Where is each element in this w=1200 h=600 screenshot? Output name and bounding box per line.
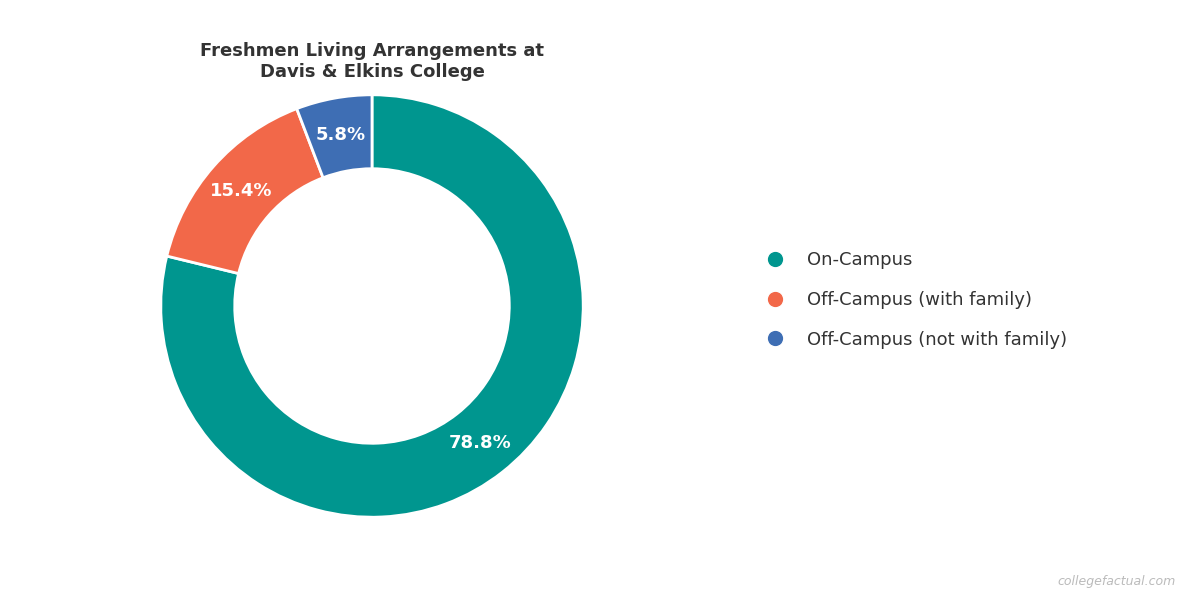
Text: 15.4%: 15.4%	[210, 182, 272, 200]
Legend: On-Campus, Off-Campus (with family), Off-Campus (not with family): On-Campus, Off-Campus (with family), Off…	[750, 244, 1074, 356]
Wedge shape	[161, 95, 583, 517]
Wedge shape	[167, 109, 323, 274]
Text: 78.8%: 78.8%	[449, 434, 511, 452]
Text: collegefactual.com: collegefactual.com	[1057, 575, 1176, 588]
Text: Freshmen Living Arrangements at
Davis & Elkins College: Freshmen Living Arrangements at Davis & …	[200, 42, 544, 81]
Wedge shape	[296, 95, 372, 178]
Text: 5.8%: 5.8%	[316, 125, 366, 143]
